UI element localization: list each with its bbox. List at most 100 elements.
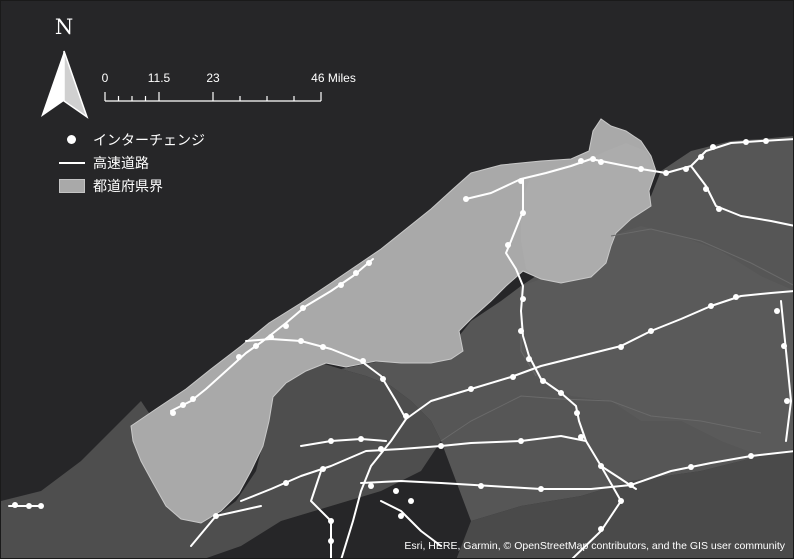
interchange — [320, 466, 326, 472]
interchange — [213, 513, 219, 519]
interchange — [393, 488, 399, 494]
interchange — [26, 503, 32, 509]
expressway-south-loop — [340, 418, 407, 558]
interchange — [628, 482, 634, 488]
interchange-dot-icon — [57, 132, 93, 148]
interchange — [638, 166, 644, 172]
interchange — [300, 305, 306, 311]
expressway-line-icon — [57, 155, 93, 171]
interchange — [763, 138, 769, 144]
interchange — [618, 498, 624, 504]
interchange — [781, 343, 787, 349]
interchange — [716, 206, 722, 212]
highlight-prefecture-east — [521, 143, 656, 283]
scale-bar: 0 11.5 23 46 Miles — [97, 71, 356, 107]
interchange — [574, 410, 580, 416]
prefecture-border — [130, 118, 657, 524]
interchange — [468, 386, 474, 392]
interchange — [748, 453, 754, 459]
interchange-markers — [12, 138, 790, 544]
legend-label-interchange: インターチェンジ — [93, 131, 205, 148]
interchange — [590, 156, 596, 162]
interchange — [518, 438, 524, 444]
interchange — [463, 196, 469, 202]
interchange — [774, 308, 780, 314]
interchange — [408, 498, 414, 504]
interchange — [618, 344, 624, 350]
interchange — [298, 338, 304, 344]
interchange — [518, 178, 524, 184]
interchange — [353, 270, 359, 276]
map-attribution[interactable]: Esri, HERE, Garmin, © OpenStreetMap cont… — [404, 540, 785, 552]
interchange — [688, 464, 694, 470]
interchange — [648, 328, 654, 334]
expressway-central-east — [245, 290, 793, 420]
interchange — [170, 410, 176, 416]
scale-label-2: 23 — [206, 71, 220, 85]
interchange — [403, 413, 409, 419]
interchange — [708, 303, 714, 309]
interchange — [733, 294, 739, 300]
interchange — [358, 436, 364, 442]
legend-item-prefecture: 都道府県界 — [57, 174, 227, 197]
interchange — [663, 170, 669, 176]
legend: インターチェンジ 高速道路 都道府県界 — [57, 128, 227, 197]
interchange — [683, 166, 689, 172]
expressway-far-south — [380, 465, 622, 558]
interchange — [784, 398, 790, 404]
interchange — [743, 139, 749, 145]
interchange — [478, 483, 484, 489]
legend-item-expressway: 高速道路 — [57, 151, 227, 174]
north-label: N — [54, 15, 74, 39]
interchange — [518, 328, 524, 334]
interchange — [236, 354, 242, 360]
interchange — [378, 446, 384, 452]
interchange — [283, 323, 289, 329]
interchange — [380, 376, 386, 382]
interchange — [538, 486, 544, 492]
interchange — [360, 358, 366, 364]
interchange — [190, 396, 196, 402]
expressway-east-vertical — [780, 300, 792, 442]
scale-label-3: 46 Miles — [311, 71, 356, 85]
legend-item-interchange: インターチェンジ — [57, 128, 227, 151]
land-neighbor-west — [1, 363, 441, 558]
interchange — [253, 343, 259, 349]
legend-label-expressway: 高速道路 — [93, 154, 149, 171]
land-southeast-plateau — [521, 226, 793, 456]
interchange — [398, 513, 404, 519]
interchange — [540, 378, 546, 384]
interchange — [698, 154, 704, 160]
interchange — [180, 402, 186, 408]
interchange — [710, 144, 716, 150]
scale-ticks — [104, 92, 322, 101]
interchange — [338, 282, 344, 288]
legend-label-prefecture: 都道府県界 — [93, 177, 163, 194]
interchange — [598, 463, 604, 469]
interchange — [520, 296, 526, 302]
interchange — [703, 186, 709, 192]
interchange — [558, 390, 564, 396]
interchange — [12, 502, 18, 508]
interchange — [38, 503, 44, 509]
north-arrow-icon — [41, 50, 89, 119]
land-neighbor-east — [456, 449, 793, 558]
interchange — [520, 210, 526, 216]
interchange — [328, 538, 334, 544]
prefecture-area-icon — [57, 178, 93, 194]
interchange — [578, 158, 584, 164]
interchange — [598, 526, 604, 532]
scale-label-0: 0 — [101, 71, 109, 85]
interchange — [366, 260, 372, 266]
interchange — [268, 334, 274, 340]
interchange — [598, 159, 604, 165]
expressway-southern — [240, 435, 587, 502]
scale-bar-ruler — [104, 92, 322, 102]
interchange — [526, 356, 532, 362]
interchange — [328, 438, 334, 444]
expressway-northern — [465, 138, 793, 200]
interchange — [505, 242, 511, 248]
scale-label-1: 11.5 — [147, 71, 171, 85]
